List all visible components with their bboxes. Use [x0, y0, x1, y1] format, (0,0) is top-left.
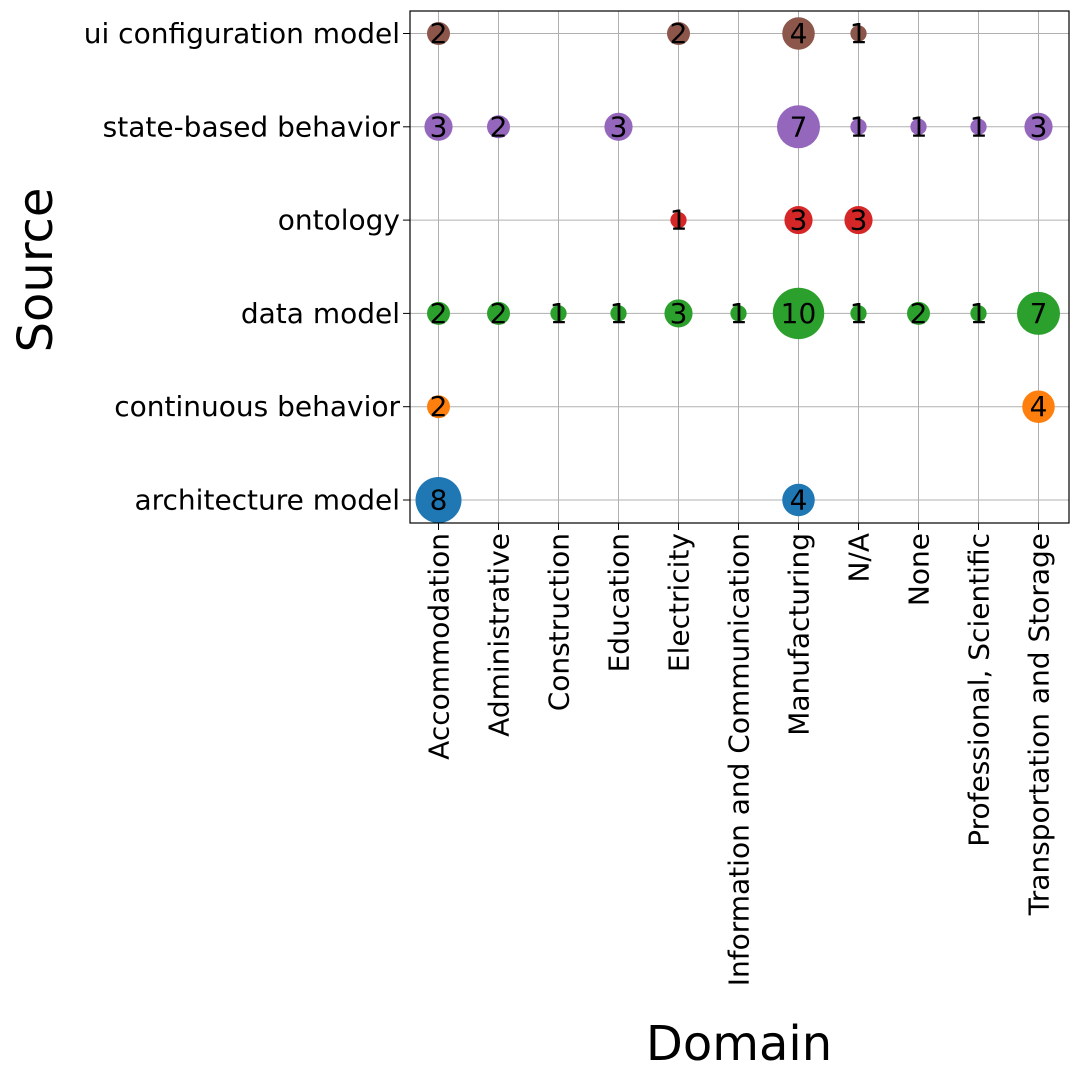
- y-tick-label-data-model: data model: [241, 297, 400, 330]
- y-tick-label-continuous-behavior: continuous behavior: [114, 390, 400, 423]
- bubble-label-state-based-behavior-administrative: 2: [490, 110, 508, 143]
- bubble-state-based-behavior-transportation-and-storage: [1024, 112, 1053, 141]
- bubble-state-based-behavior-administrative: [487, 115, 510, 139]
- bubble-layer: 8 42 42 2 1 1 3 1 10 1 2 1 71 3 33 2 3 7 1 1 1 32 2 4 1: [415, 17, 1061, 523]
- y-tick-label-state-based-behavior: state-based behavior: [103, 110, 401, 143]
- bubble-data-model-manufacturing: [772, 287, 825, 340]
- bubble-label-ontology-n-a: 3: [850, 204, 868, 237]
- bubble-data-model-administrative: [487, 301, 510, 325]
- grid-layer: [410, 11, 1069, 523]
- bubble-label-data-model-transportation-and-storage: 7: [1030, 297, 1048, 330]
- bubble-state-based-behavior-education: [604, 112, 633, 141]
- bubble-ontology-n-a: [844, 206, 873, 235]
- bubble-label-ui-configuration-model-accommodation: 2: [430, 17, 448, 50]
- tick-layer: Accommodation Administrative Construction E…: [84, 17, 1056, 986]
- bubble-continuous-behavior-transportation-and-storage: [1022, 390, 1055, 423]
- bubble-ui-configuration-model-accommodation: [427, 22, 450, 45]
- bubble-data-model-transportation-and-storage: [1016, 291, 1061, 335]
- bubble-data-model-electricity: [664, 299, 693, 328]
- bubble-label-data-model-information-and-communication: 1: [730, 297, 748, 330]
- bubble-label-state-based-behavior-none: 1: [910, 110, 928, 143]
- bubble-ontology-electricity: [670, 211, 687, 229]
- bubble-state-based-behavior-manufacturing: [776, 105, 821, 149]
- bubble-label-data-model-manufacturing: 10: [781, 297, 817, 330]
- x-tick-label-transportation-and-storage: Transportation and Storage: [1023, 533, 1056, 916]
- bubble-label-ui-configuration-model-n-a: 1: [850, 17, 868, 50]
- x-tick-label-construction: Construction: [543, 533, 576, 711]
- bubble-label-continuous-behavior-accommodation: 2: [430, 390, 448, 423]
- bubble-label-data-model-construction: 1: [550, 297, 568, 330]
- bubble-label-data-model-n-a: 1: [850, 297, 868, 330]
- x-tick-label-professional-scientific: Professional, Scientific: [963, 533, 996, 847]
- bubble-continuous-behavior-accommodation: [427, 395, 450, 419]
- bubble-data-model-construction: [550, 305, 567, 322]
- bubble-architecture-model-accommodation: [415, 477, 462, 523]
- bubble-data-model-professional-scientific: [970, 305, 987, 322]
- bubble-label-ontology-manufacturing: 3: [790, 204, 808, 237]
- bubble-label-ontology-electricity: 1: [670, 204, 688, 237]
- bubble-data-model-none: [907, 301, 930, 325]
- x-tick-label-n-a: N/A: [843, 533, 876, 583]
- bubble-state-based-behavior-professional-scientific: [970, 118, 987, 135]
- bubble-label-state-based-behavior-manufacturing: 7: [790, 110, 808, 143]
- bubble-label-data-model-administrative: 2: [490, 297, 508, 330]
- x-tick-label-electricity: Electricity: [663, 533, 696, 672]
- x-tick-label-accommodation: Accommodation: [423, 533, 456, 760]
- bubble-data-model-accommodation: [427, 301, 450, 325]
- bubble-label-state-based-behavior-accommodation: 3: [430, 110, 448, 143]
- bubble-label-architecture-model-accommodation: 8: [430, 484, 448, 517]
- bubble-label-state-based-behavior-professional-scientific: 1: [970, 110, 988, 143]
- bubble-ui-configuration-model-electricity: [667, 22, 690, 45]
- bubble-label-continuous-behavior-transportation-and-storage: 4: [1030, 390, 1048, 423]
- bubble-ui-configuration-model-manufacturing: [782, 17, 815, 50]
- y-tick-label-ui-configuration-model: ui configuration model: [84, 17, 400, 50]
- bubble-state-based-behavior-none: [910, 118, 927, 135]
- bubble-label-architecture-model-manufacturing: 4: [790, 484, 808, 517]
- y-axis-title: Source: [8, 188, 64, 353]
- plot-frame: [409, 10, 1070, 524]
- bubble-label-data-model-education: 1: [610, 297, 628, 330]
- bubble-data-model-education: [610, 305, 627, 322]
- y-tick-label-ontology: ontology: [278, 204, 400, 237]
- bubble-label-data-model-accommodation: 2: [430, 297, 448, 330]
- x-tick-label-information-and-communication: Information and Communication: [723, 533, 756, 986]
- bubble-label-data-model-none: 2: [910, 297, 928, 330]
- bubble-label-ui-configuration-model-electricity: 2: [670, 17, 688, 50]
- bubble-ontology-manufacturing: [784, 206, 813, 235]
- x-tick-label-education: Education: [603, 533, 636, 672]
- bubble-ui-configuration-model-n-a: [850, 25, 867, 42]
- x-tick-label-manufacturing: Manufacturing: [783, 533, 816, 736]
- x-axis-title: Domain: [646, 1016, 832, 1072]
- y-tick-label-architecture-model: architecture model: [134, 484, 400, 517]
- bubble-label-ui-configuration-model-manufacturing: 4: [790, 17, 808, 50]
- bubble-label-state-based-behavior-education: 3: [610, 110, 628, 143]
- bubble-architecture-model-manufacturing: [782, 483, 815, 517]
- bubble-data-model-n-a: [850, 305, 867, 322]
- bubble-label-state-based-behavior-transportation-and-storage: 3: [1030, 110, 1048, 143]
- x-tick-label-administrative: Administrative: [483, 533, 516, 737]
- bubble-label-state-based-behavior-n-a: 1: [850, 110, 868, 143]
- bubble-label-data-model-professional-scientific: 1: [970, 297, 988, 330]
- bubble-state-based-behavior-accommodation: [424, 112, 453, 141]
- bubble-data-model-information-and-communication: [730, 305, 747, 322]
- bubble-label-data-model-electricity: 3: [670, 297, 688, 330]
- x-tick-label-none: None: [903, 533, 936, 606]
- bubble-state-based-behavior-n-a: [850, 118, 867, 135]
